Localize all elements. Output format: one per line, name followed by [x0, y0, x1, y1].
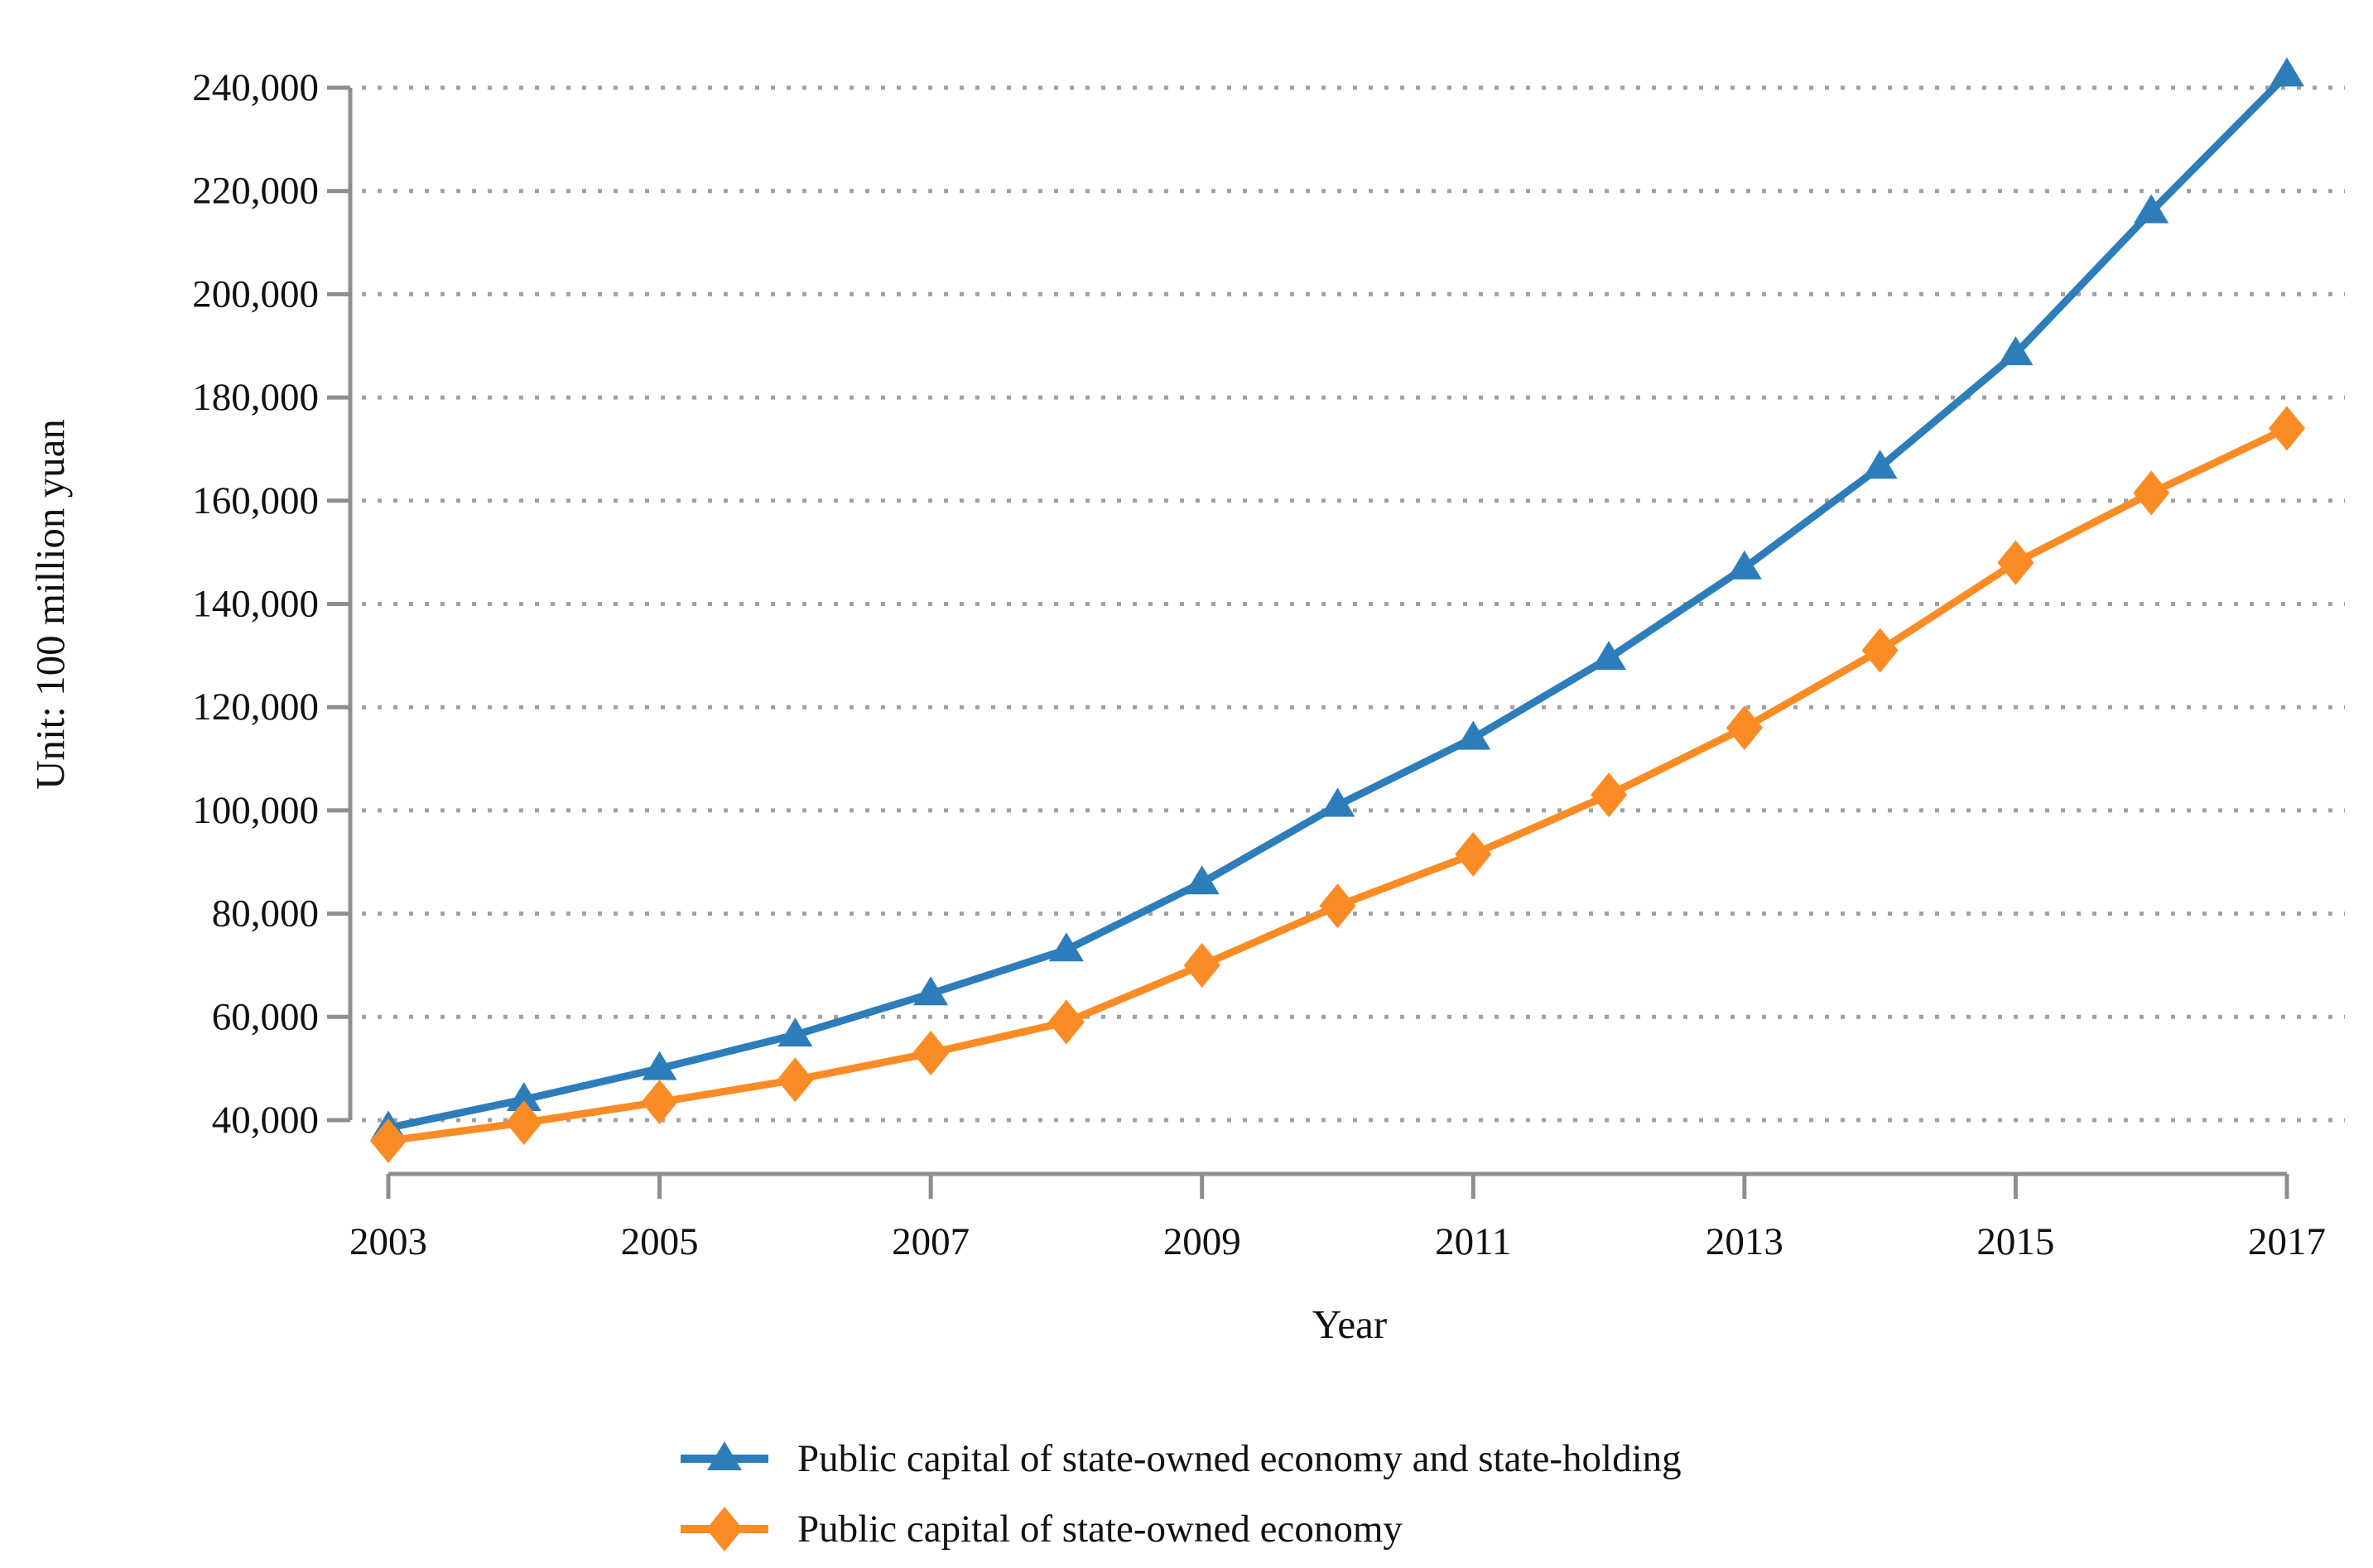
triangle-up-marker [1862, 450, 1898, 479]
diamond-marker [370, 1118, 407, 1163]
x-tick-label: 2017 [2248, 1220, 2326, 1263]
triangle-up-marker [1320, 787, 1355, 817]
legend-item: Public capital of state-owned economy an… [681, 1437, 1682, 1480]
triangle-up-marker [1726, 550, 1762, 580]
diamond-marker [1591, 772, 1628, 818]
triangle-up-marker [777, 1017, 813, 1047]
triangle-up-marker [1456, 720, 1491, 750]
triangle-up-marker [913, 976, 949, 1006]
triangle-up-marker [2270, 57, 2304, 87]
y-axis [327, 85, 353, 1123]
diamond-marker [505, 1100, 542, 1146]
y-axis-title: Unit: 100 million yuan [27, 419, 73, 790]
x-axis-title: Year [1312, 1301, 1387, 1347]
series-state-owned-and-state-holding [371, 57, 2304, 1140]
legend-label: Public capital of state-owned economy an… [797, 1437, 1682, 1480]
y-tick-label: 140,000 [192, 583, 319, 626]
diamond-marker [777, 1057, 814, 1103]
series-line [387, 425, 2289, 1145]
diamond-marker [1183, 942, 1220, 988]
diamond-marker [1319, 883, 1356, 929]
y-axis-tick-labels: 40,000 60,000 80,000 100,000 120,000 140,000 1… [192, 66, 319, 1142]
y-tick-label: 120,000 [192, 685, 319, 729]
y-tick-label: 100,000 [192, 789, 319, 832]
series-line [387, 72, 2290, 1132]
x-tick-label: 2003 [349, 1220, 427, 1263]
gridlines [362, 85, 2345, 1123]
x-tick-label: 2007 [892, 1220, 970, 1263]
x-tick-label: 2011 [1435, 1220, 1511, 1263]
triangle-up-marker [1998, 336, 2034, 366]
triangle-up-marker [2134, 194, 2169, 224]
y-tick-label: 40,000 [212, 1099, 319, 1142]
x-axis-tick-labels: 2003 2005 2007 2009 2011 2013 2015 2017 [349, 1220, 2326, 1263]
x-tick-label: 2005 [621, 1220, 699, 1263]
y-tick-label: 220,000 [192, 170, 319, 213]
diamond-marker [1861, 628, 1899, 673]
diamond-marker [1997, 540, 2034, 585]
y-tick-label: 180,000 [192, 376, 319, 419]
x-tick-label: 2013 [1706, 1220, 1783, 1263]
legend-item: Public capital of state-owned economy [681, 1507, 1403, 1551]
y-tick-label: 60,000 [212, 995, 319, 1038]
legend-triangle-up-icon [707, 1441, 742, 1470]
series-state-owned [370, 406, 2305, 1163]
legend-label: Public capital of state-owned economy [797, 1508, 1403, 1551]
diamond-marker [912, 1030, 950, 1075]
triangle-up-marker [506, 1082, 542, 1112]
y-tick-label: 160,000 [192, 479, 319, 522]
y-tick-label: 240,000 [192, 66, 319, 109]
triangle-up-marker [642, 1051, 677, 1080]
diamond-marker [1726, 705, 1763, 751]
x-tick-label: 2015 [1976, 1220, 2054, 1263]
triangle-up-marker [1591, 640, 1627, 670]
legend: Public capital of state-owned economy an… [681, 1437, 1682, 1551]
diamond-marker [641, 1080, 678, 1125]
y-tick-label: 200,000 [192, 272, 319, 315]
y-tick-label: 80,000 [212, 892, 319, 936]
diamond-marker [2133, 470, 2170, 516]
x-axis [386, 1171, 2289, 1199]
diamond-marker [2269, 406, 2305, 451]
data-series-layer [370, 57, 2305, 1163]
triangle-up-marker [1184, 865, 1220, 895]
triangle-up-marker [1048, 932, 1084, 962]
legend-diamond-icon [706, 1507, 743, 1551]
x-tick-label: 2009 [1163, 1220, 1241, 1263]
diamond-marker [1047, 999, 1085, 1045]
diamond-marker [1455, 831, 1492, 877]
